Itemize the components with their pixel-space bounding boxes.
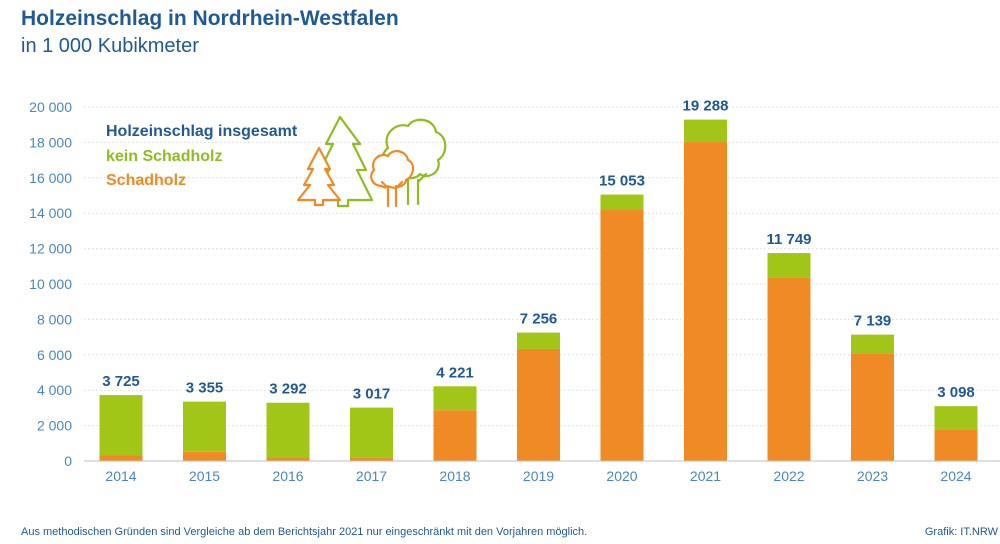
- bar-schadholz: [517, 348, 560, 461]
- y-tick-label: 12 000: [29, 241, 72, 257]
- legend: Holzeinschlag insgesamt kein Schadholz S…: [106, 120, 297, 194]
- y-tick-label: 10 000: [29, 276, 72, 292]
- legend-total: Holzeinschlag insgesamt: [106, 123, 298, 140]
- total-label: 11 749: [766, 231, 811, 248]
- tree-icons: [296, 115, 447, 208]
- bar-schadholz: [851, 353, 894, 461]
- x-tick-label: 2015: [189, 468, 220, 484]
- bar-schadholz: [99, 455, 143, 461]
- y-tick-label: 20 000: [29, 99, 72, 115]
- source-label: Grafik: IT.NRW: [924, 526, 998, 538]
- chart-title: Holzeinschlag in Nordrhein-Westfalen: [21, 7, 399, 30]
- bar-schadholz: [183, 451, 226, 461]
- bar-schadholz: [934, 429, 978, 461]
- total-label: 3 292: [269, 381, 307, 398]
- orange-conifer-icon: [296, 146, 342, 207]
- bar-kein-schadholz: [684, 119, 727, 143]
- bar-kein-schadholz: [517, 332, 560, 349]
- y-tick-label: 0: [64, 453, 72, 469]
- bar-kein-schadholz: [350, 407, 393, 458]
- x-tick-label: 2024: [940, 468, 971, 484]
- chart-subtitle: in 1 000 Kubikmeter: [21, 35, 199, 57]
- x-tick-label: 2020: [606, 468, 637, 484]
- legend-kein-schadholz: kein Schadholz: [106, 147, 223, 165]
- bar-schadholz: [684, 142, 727, 461]
- bar-kein-schadholz: [767, 253, 811, 278]
- x-tick-label: 2019: [523, 468, 554, 484]
- total-label: 19 288: [683, 98, 729, 115]
- x-tick-label: 2018: [439, 468, 470, 484]
- y-tick-label: 2 000: [37, 418, 72, 434]
- bar-kein-schadholz: [851, 334, 894, 354]
- bar-kein-schadholz: [266, 402, 310, 458]
- bar-schadholz: [433, 410, 477, 461]
- x-tick-label: 2017: [356, 468, 387, 484]
- x-tick-label: 2023: [857, 468, 888, 484]
- bar-kein-schadholz: [183, 401, 226, 452]
- bar-schadholz: [266, 457, 310, 461]
- y-tick-label: 16 000: [29, 170, 72, 186]
- total-label: 3 725: [102, 373, 140, 390]
- orange-deciduous-icon: [370, 150, 415, 208]
- x-tick-label: 2021: [690, 468, 721, 484]
- legend-schadholz: Schadholz: [106, 172, 187, 189]
- total-label: 7 256: [520, 311, 558, 328]
- total-label: 3 098: [937, 384, 975, 401]
- footnote: Aus methodischen Gründen sind Vergleiche…: [21, 526, 588, 538]
- total-label: 15 053: [599, 173, 645, 190]
- total-label: 3 017: [353, 386, 391, 403]
- bar-kein-schadholz: [99, 395, 143, 456]
- total-label: 4 221: [436, 364, 474, 381]
- green-conifer-icon: [312, 115, 374, 208]
- bar-schadholz: [350, 457, 393, 461]
- bar-kein-schadholz: [934, 406, 978, 430]
- y-tick-label: 8 000: [37, 311, 72, 327]
- total-label: 7 139: [854, 313, 892, 330]
- x-tick-label: 2022: [773, 468, 804, 484]
- x-tick-label: 2016: [272, 468, 303, 484]
- y-tick-label: 6 000: [37, 347, 72, 363]
- y-tick-label: 18 000: [29, 134, 72, 150]
- bar-kein-schadholz: [600, 194, 644, 211]
- x-tick-label: 2014: [105, 468, 136, 484]
- bar-schadholz: [600, 210, 644, 461]
- bar-schadholz: [767, 277, 811, 461]
- y-tick-label: 4 000: [37, 382, 72, 398]
- y-tick-label: 14 000: [29, 205, 72, 221]
- total-label: 3 355: [186, 380, 224, 397]
- bar-kein-schadholz: [433, 386, 477, 411]
